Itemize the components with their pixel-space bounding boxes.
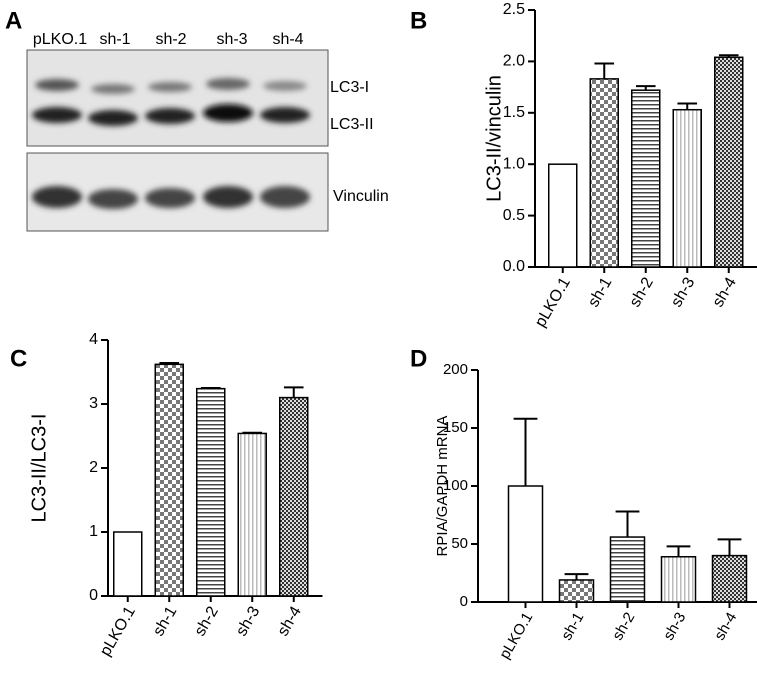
panel-letter: B — [410, 7, 427, 34]
error-bar — [594, 62, 615, 79]
bar — [609, 536, 646, 603]
blot-panel: A pLKO.1 sh-1 sh-2 sh-3 sh-4 LC3-I LC3-I… — [5, 7, 389, 232]
band-label: Vinculin — [333, 188, 389, 205]
x-tick-label: sh-3 — [668, 275, 698, 311]
bar — [196, 387, 226, 597]
error-bar — [159, 362, 180, 365]
y-tick-label: 1.0 — [503, 155, 525, 172]
bar — [548, 163, 578, 268]
error-bar — [513, 417, 538, 486]
x-tick-label: sh-1 — [150, 604, 180, 640]
y-tick-label: 200 — [443, 361, 468, 378]
bar — [714, 56, 744, 268]
y-tick-label: 0.5 — [503, 207, 525, 224]
y-tick-label: 50 — [451, 535, 468, 552]
error-bar — [615, 510, 640, 538]
bar — [279, 396, 309, 597]
y-tick-label: 2.0 — [503, 53, 525, 70]
panel-letter: A — [5, 7, 22, 34]
y-axis-label: LC3-II/vinculin — [483, 75, 505, 202]
bar — [711, 554, 748, 603]
x-tick-label: sh-2 — [192, 604, 222, 640]
error-bar — [200, 387, 221, 389]
x-tick-label: sh-4 — [710, 275, 740, 311]
y-tick-label: 150 — [443, 419, 468, 436]
lane-label: pLKO.1 — [33, 31, 87, 48]
bar — [154, 363, 184, 597]
band-label: LC3-I — [330, 79, 369, 96]
y-tick-label: 1 — [89, 523, 98, 540]
y-tick-label: 0 — [89, 587, 98, 604]
bar — [660, 556, 697, 603]
x-tick-label: sh-4 — [275, 604, 305, 640]
x-tick-label: pLKO.1 — [532, 275, 574, 331]
y-tick-label: 3 — [89, 395, 98, 412]
x-tick-label: sh-2 — [609, 609, 638, 643]
error-bar — [564, 573, 589, 580]
error-bar — [677, 102, 698, 110]
blot-bands — [32, 78, 310, 209]
blot-membrane — [26, 49, 329, 147]
bar — [558, 579, 595, 603]
y-tick-label: 0.0 — [503, 258, 525, 275]
error-bar — [718, 54, 739, 58]
lane-label: sh-3 — [216, 31, 247, 48]
error-bar — [635, 85, 656, 91]
y-tick-label: 0 — [460, 593, 468, 610]
error-bar — [717, 538, 742, 556]
error-bar — [666, 545, 691, 557]
y-tick-label: 2.5 — [503, 1, 525, 18]
bar — [672, 108, 702, 268]
y-tick-label: 4 — [89, 331, 98, 348]
band-label: LC3-II — [330, 116, 374, 133]
x-tick-label: sh-4 — [711, 609, 740, 643]
bar — [589, 78, 619, 268]
x-tick-label: sh-3 — [660, 609, 689, 643]
bar — [237, 432, 267, 597]
x-tick-label: pLKO.1 — [496, 609, 536, 662]
lane-label: sh-4 — [272, 31, 303, 48]
x-tick-label: sh-2 — [627, 275, 657, 311]
y-axis-label: RPIA/GAPDH mRNA — [434, 416, 451, 557]
bar — [113, 531, 143, 597]
bar — [507, 485, 544, 603]
x-tick-label: sh-1 — [585, 275, 615, 311]
error-bar — [242, 431, 263, 434]
y-axis-label: LC3-II/LC3-I — [28, 414, 50, 523]
y-tick-label: 100 — [443, 477, 468, 494]
x-tick-label: pLKO.1 — [97, 604, 139, 660]
panel-letter: C — [10, 345, 27, 372]
x-tick-label: sh-1 — [558, 609, 587, 643]
x-tick-label: sh-3 — [233, 604, 263, 640]
panel-letter: D — [410, 345, 427, 372]
lane-label: sh-1 — [99, 31, 130, 48]
y-tick-label: 1.5 — [503, 104, 525, 121]
bar — [631, 89, 661, 268]
lane-label: sh-2 — [155, 31, 186, 48]
error-bar — [283, 386, 304, 398]
y-tick-label: 2 — [89, 459, 98, 476]
